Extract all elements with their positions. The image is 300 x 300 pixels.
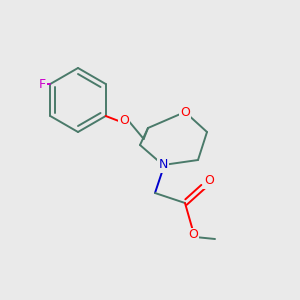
Text: O: O [204, 175, 214, 188]
Text: F: F [39, 77, 46, 91]
Text: O: O [180, 106, 190, 118]
Text: O: O [119, 115, 129, 128]
Text: O: O [188, 229, 198, 242]
Text: N: N [158, 158, 168, 172]
